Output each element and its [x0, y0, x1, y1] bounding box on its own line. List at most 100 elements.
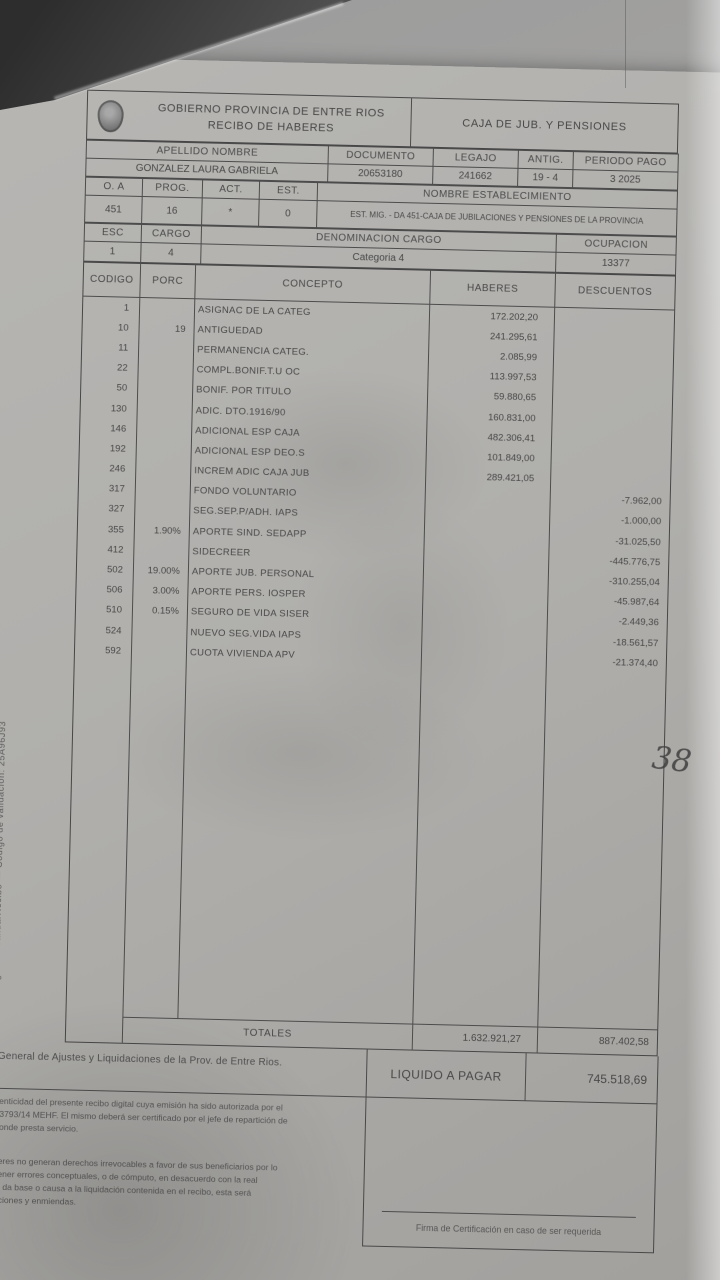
- concept-code: 1: [123, 302, 130, 314]
- concept-code: 130: [110, 402, 127, 415]
- col-esc: ESC: [84, 223, 142, 243]
- concept-porc: [136, 439, 192, 461]
- net-pay-box: LIQUIDO A PAGAR 745.518,69: [365, 1049, 659, 1105]
- prog-value: 16: [141, 196, 203, 225]
- certification-box: Firma de Certificación en caso de ser re…: [362, 1097, 658, 1254]
- underlying-sheet-edge: [625, 0, 626, 88]
- col-porc: PORC: [139, 263, 196, 299]
- col-codigo: CODIGO: [82, 262, 141, 298]
- legal-text-2: cibos de haberes no generan derechos irr…: [0, 1155, 278, 1207]
- concept-code: 246: [109, 463, 126, 475]
- concept-porc: [133, 540, 190, 562]
- concepts-table: CODIGO PORC CONCEPTO HABERES DESCUENTOS …: [64, 261, 676, 1057]
- concept-porc: [137, 378, 193, 401]
- total-haberes: 1.632.921,27: [412, 1024, 538, 1054]
- concept-code: 510: [105, 604, 123, 617]
- concept-descuentos: -1.000,00: [549, 509, 670, 533]
- signature-caption: Firma de Certificación en caso de ser re…: [415, 1223, 602, 1238]
- concept-code: 10: [117, 322, 129, 334]
- net-pay-value: 745.518,69: [586, 1071, 648, 1087]
- concept-haberes: 172.202,20: [429, 304, 555, 328]
- org-name: GOBIERNO PROVINCIA DE ENTRE RIOS: [157, 102, 385, 120]
- concept-porc: [138, 338, 194, 360]
- concept-descuentos: -2.449,36: [547, 610, 668, 634]
- concept-porc: 0.15%: [132, 600, 188, 623]
- concept-descuentos: -45.987,64: [547, 590, 669, 614]
- concept-code: 355: [107, 523, 124, 536]
- receipt: GOBIERNO PROVINCIA DE ENTRE RIOS RECIBO …: [0, 89, 680, 1275]
- antiguedad-value: 19 - 4: [517, 168, 573, 188]
- concept-code: 502: [106, 564, 124, 576]
- signature-line: [381, 1211, 636, 1219]
- footer-section: dación la autenticidad del presente reci…: [0, 1091, 658, 1275]
- concept-porc: [136, 398, 193, 421]
- act-value: *: [201, 197, 260, 227]
- ocupacion-value: 13377: [555, 252, 676, 276]
- concept-code: 146: [110, 423, 127, 435]
- concept-descuentos: [551, 428, 672, 452]
- concept-code: 524: [105, 624, 122, 637]
- paper-document: m/RecibosDigitales/ValidarRecibo — Códig…: [0, 55, 720, 1280]
- concept-porc: [135, 479, 191, 502]
- col-act: ACT.: [202, 179, 260, 200]
- concept-descuentos: [550, 469, 671, 493]
- concept-code: 50: [116, 382, 128, 395]
- pay-period: 3 2025: [572, 169, 678, 191]
- concept-descuentos: [553, 348, 674, 372]
- concept-descuentos: -7.962,00: [549, 489, 671, 513]
- concept-descuentos: [551, 408, 673, 432]
- est-value: 0: [258, 199, 318, 228]
- concept-descuentos: -310.255,04: [548, 570, 669, 594]
- concept-code: 11: [118, 342, 129, 354]
- concept-descuentos: -21.374,40: [546, 650, 667, 674]
- provincial-crest-icon: [97, 99, 124, 133]
- concept-porc: [136, 419, 192, 441]
- concept-porc: [131, 641, 187, 663]
- concept-descuentos: -31.025,50: [548, 529, 670, 553]
- col-concepto: CONCEPTO: [194, 264, 431, 305]
- concept-descuentos: -445.776,75: [548, 549, 669, 573]
- concept-descuentos: [550, 449, 672, 473]
- concept-code: 192: [109, 443, 126, 455]
- concept-porc: 3.00%: [132, 580, 189, 602]
- concept-descuentos: [552, 388, 673, 412]
- col-antig: ANTIG.: [517, 150, 574, 170]
- oa-value: 451: [84, 195, 143, 224]
- document-title: RECIBO DE HABERES: [207, 119, 335, 135]
- cargo-value: 4: [140, 242, 202, 264]
- office-name: CAJA DE JUB. Y PENSIONES: [462, 117, 627, 134]
- col-descuentos: DESCUENTOS: [554, 273, 676, 311]
- concept-descuentos: [554, 307, 675, 331]
- concept-porc: 19: [138, 318, 195, 340]
- empty-space-row: [66, 660, 667, 1031]
- issuing-office-text: Dirección General de Ajustes y Liquidaci…: [0, 1050, 283, 1069]
- col-oa: O. A: [85, 177, 143, 197]
- concept-porc: [139, 297, 195, 320]
- concept-descuentos: -18.561,57: [546, 630, 668, 654]
- concept-code: 317: [108, 483, 125, 495]
- legal-text-1: dación la autenticidad del presente reci…: [0, 1095, 288, 1134]
- concept-porc: 1.90%: [134, 519, 190, 542]
- legajo-number: 241662: [432, 166, 518, 187]
- concept-porc: [131, 620, 188, 643]
- handwritten-annotation: 38: [649, 739, 694, 781]
- concept-code: 506: [106, 584, 123, 596]
- concept-porc: [135, 459, 192, 481]
- concept-code: 22: [116, 362, 128, 374]
- esc-value: 1: [83, 241, 142, 263]
- concept-porc: 19.00%: [133, 560, 189, 582]
- col-est: EST.: [259, 181, 318, 201]
- col-cargo: CARGO: [141, 224, 202, 244]
- concept-code: 327: [108, 503, 125, 516]
- concept-descuentos: [552, 368, 674, 392]
- total-descuentos: 887.402,58: [537, 1027, 658, 1057]
- document-number: 20653180: [327, 163, 434, 185]
- concept-code: 412: [107, 544, 124, 556]
- net-pay-label: LIQUIDO A PAGAR: [366, 1049, 527, 1101]
- concept-code: 592: [105, 645, 122, 657]
- concept-descuentos: [553, 327, 675, 351]
- concept-porc: [134, 499, 191, 522]
- concept-porc: [137, 358, 194, 380]
- col-haberes: HABERES: [429, 270, 556, 308]
